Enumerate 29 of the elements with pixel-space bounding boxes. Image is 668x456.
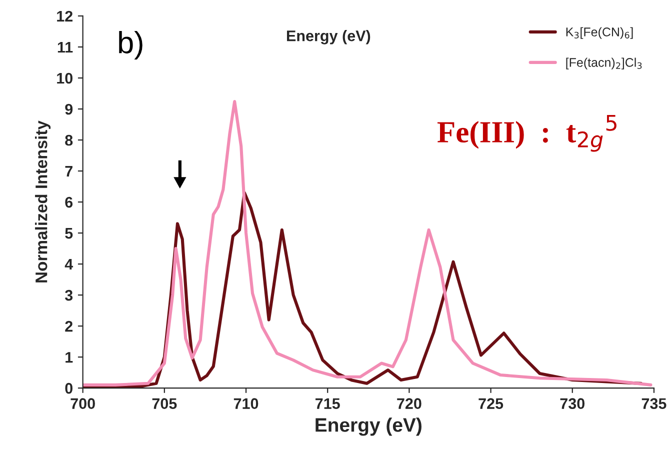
- y-tick-label: 1: [66, 352, 73, 363]
- y-tick-label: 5: [65, 228, 73, 239]
- legend-label: [Fe(tacn)$_{2}$]Cl$_{3}$: [566, 58, 642, 70]
- x-tick-label: 705: [152, 398, 177, 409]
- annotation: Fe(III) : t$_{2g}$$^{5}$: [437, 114, 616, 152]
- text: Energy (eV): [286, 30, 370, 44]
- x-axis-title: Energy (eV): [316, 418, 422, 436]
- y-tick-label: 12: [57, 10, 72, 22]
- y-tick-label: 3: [64, 290, 73, 301]
- annotation: b): [119, 31, 142, 60]
- x-tick-label: 715: [316, 398, 340, 409]
- x-tick-label: 725: [478, 398, 504, 409]
- y-axis-title: Normalized Intensity: [35, 120, 51, 282]
- y-tick-label: 7: [65, 166, 72, 177]
- y-tick-label: 10: [57, 72, 72, 84]
- y-tick-label: 0: [65, 382, 72, 394]
- x-tick-label: 710: [234, 398, 258, 409]
- y-tick-label: 6: [65, 196, 73, 208]
- x-tick-label: 735: [642, 398, 666, 410]
- y-tick-label: 2: [65, 320, 72, 332]
- line-series: [82, 100, 652, 386]
- y-tick-label: 4: [64, 259, 74, 270]
- x-tick-label: 720: [397, 398, 422, 409]
- x-tick-label: 730: [560, 398, 584, 410]
- x-tick-label: 700: [70, 398, 95, 409]
- y-tick-label: 11: [58, 42, 73, 53]
- legend-label: K$_{3}$[Fe(CN)$_{6}$]: [566, 27, 633, 39]
- y-tick-label: 9: [65, 104, 73, 115]
- y-tick-label: 8: [65, 134, 73, 146]
